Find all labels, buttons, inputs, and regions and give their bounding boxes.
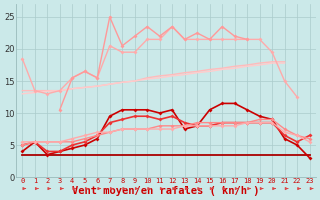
X-axis label: Vent moyen/en rafales ( kn/h ): Vent moyen/en rafales ( kn/h )	[72, 186, 260, 196]
